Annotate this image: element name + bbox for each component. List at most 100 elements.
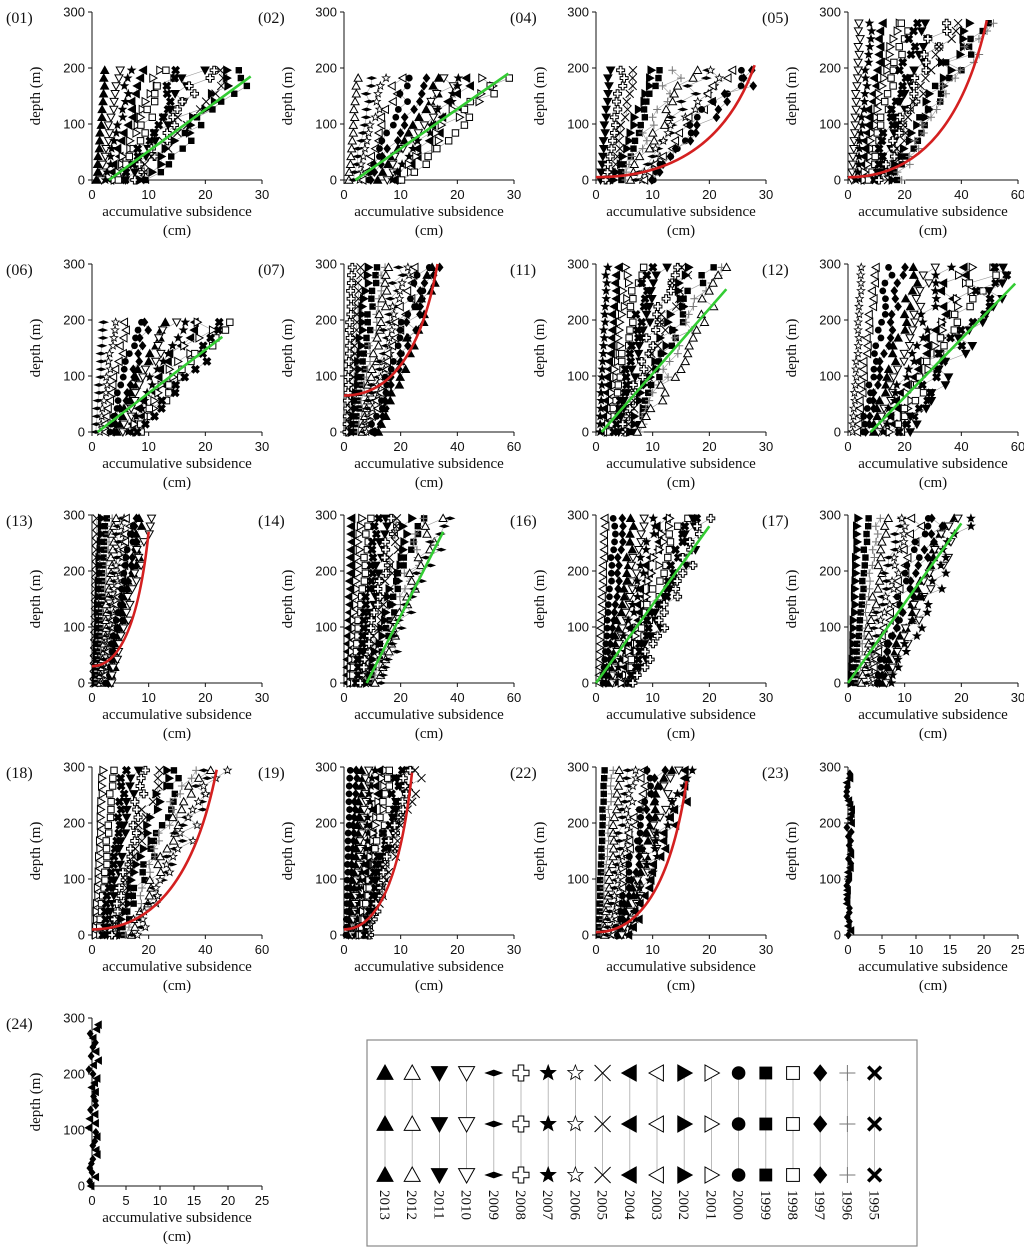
data-marker (609, 112, 619, 122)
data-marker (146, 812, 156, 823)
data-marker (877, 663, 885, 671)
data-marker (373, 264, 381, 271)
data-marker (138, 340, 147, 351)
data-marker (133, 766, 144, 776)
data-marker (346, 513, 356, 524)
y-tick-label: 100 (63, 369, 85, 384)
data-marker (675, 278, 684, 288)
data-marker (943, 522, 954, 532)
data-marker (890, 539, 902, 544)
data-marker (644, 623, 653, 633)
data-marker (131, 536, 141, 546)
data-marker (871, 262, 880, 273)
data-marker (108, 663, 118, 673)
series-line (602, 518, 616, 684)
x-tick-label: 0 (592, 439, 599, 454)
data-marker (355, 333, 365, 343)
data-marker (160, 317, 171, 326)
data-marker (121, 325, 130, 335)
data-marker (630, 373, 641, 383)
data-marker (117, 914, 126, 925)
legend-entry-2004: 2004 (620, 1064, 637, 1221)
data-marker (348, 638, 358, 649)
data-marker (392, 167, 401, 178)
data-marker (737, 66, 745, 74)
data-marker (679, 765, 689, 776)
data-marker (656, 67, 663, 74)
data-marker (861, 427, 870, 437)
data-marker (630, 145, 637, 152)
data-marker (95, 359, 107, 364)
legend-marker (566, 1165, 585, 1183)
data-marker (857, 609, 864, 616)
data-marker (842, 778, 851, 788)
x-tick-label: 40 (954, 187, 968, 202)
data-marker (410, 571, 422, 576)
data-marker (361, 592, 370, 602)
data-marker (90, 1092, 98, 1101)
x-axis-unit: (cm) (163, 726, 191, 742)
data-marker (386, 281, 398, 285)
data-marker (378, 137, 386, 145)
data-marker (979, 287, 987, 295)
data-marker (384, 553, 394, 562)
data-marker (877, 136, 887, 146)
panel-id: (24) (6, 1016, 33, 1033)
data-marker (153, 372, 163, 382)
data-marker (873, 104, 883, 115)
data-marker (379, 403, 389, 413)
data-marker (639, 175, 649, 185)
data-marker (381, 615, 390, 626)
data-marker (124, 898, 134, 909)
series-line (349, 267, 361, 433)
legend-year-label: 2013 (376, 1190, 392, 1220)
data-marker (155, 364, 165, 375)
data-marker (170, 767, 178, 774)
data-marker (915, 287, 925, 296)
data-marker (956, 66, 965, 75)
data-marker (151, 882, 161, 893)
data-marker (108, 372, 118, 382)
fit-curve (600, 288, 728, 433)
data-marker (150, 837, 158, 845)
data-marker (362, 530, 370, 538)
data-marker (878, 128, 888, 138)
data-marker (345, 159, 356, 169)
data-marker (899, 632, 909, 641)
data-marker (388, 309, 399, 319)
data-marker (971, 286, 981, 296)
series-line (349, 518, 363, 684)
data-marker (190, 89, 200, 99)
y-tick-label: 200 (819, 61, 841, 76)
data-marker (609, 128, 619, 138)
data-marker (116, 521, 127, 531)
fit-curve (869, 282, 1017, 433)
data-marker (596, 876, 604, 884)
data-marker (394, 106, 402, 113)
data-marker (624, 836, 634, 846)
data-marker (929, 536, 939, 546)
data-marker (347, 135, 358, 145)
data-marker (378, 631, 388, 641)
data-marker (903, 112, 913, 122)
data-marker (645, 812, 653, 823)
data-marker (903, 562, 911, 569)
data-marker (351, 88, 362, 98)
data-marker (860, 72, 871, 83)
x-tick-label: 30 (255, 690, 269, 705)
data-marker (120, 365, 128, 373)
data-marker (665, 513, 675, 524)
data-marker (353, 552, 363, 563)
data-marker (599, 883, 608, 892)
data-marker (687, 129, 695, 137)
data-marker (381, 72, 391, 83)
data-marker (678, 568, 688, 578)
data-marker (98, 96, 108, 106)
data-marker (872, 342, 880, 350)
data-marker (125, 350, 133, 357)
data-marker (969, 295, 977, 303)
data-marker (663, 790, 673, 799)
data-marker (848, 654, 858, 665)
data-marker (723, 96, 732, 107)
data-marker (888, 583, 899, 594)
